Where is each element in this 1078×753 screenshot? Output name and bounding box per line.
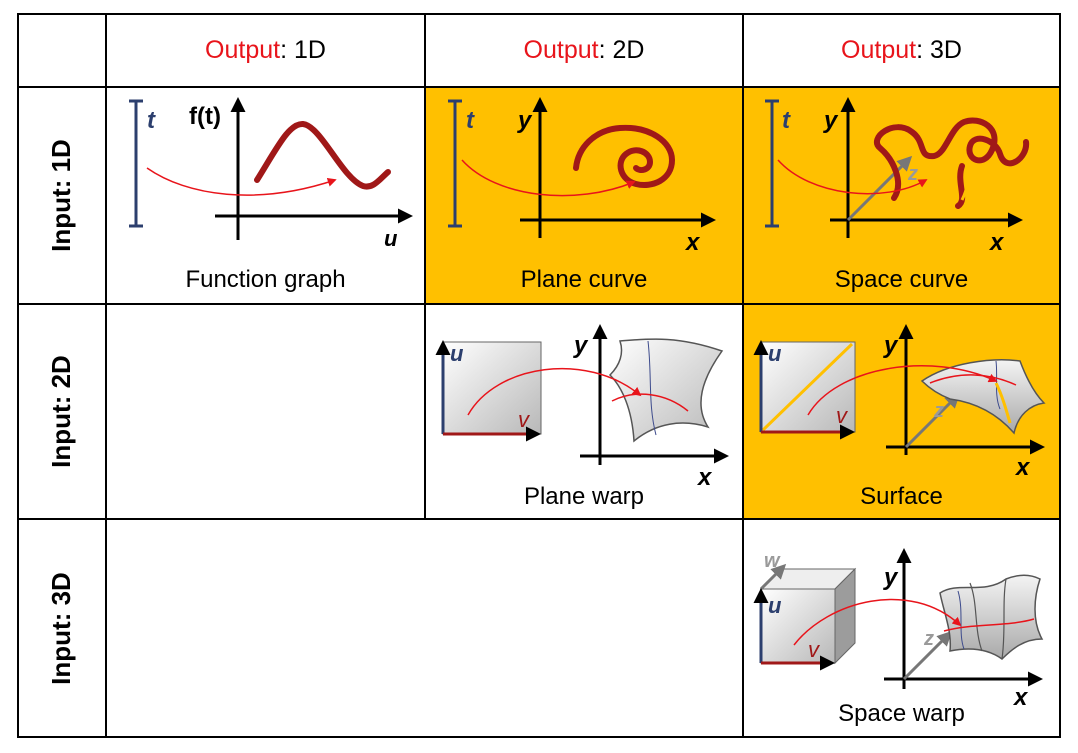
warped-grid-line xyxy=(647,340,657,436)
output-dim: : 3D xyxy=(916,35,962,64)
u-axis-label: u xyxy=(768,341,782,366)
function-graph-figure: t f(t) u xyxy=(129,97,413,251)
warped-volume-edge xyxy=(969,578,1007,660)
row-header-input-3d: Input: 3D xyxy=(18,520,104,736)
y-axis-label: y xyxy=(883,564,899,591)
row-header-input-1d: Input: 1D xyxy=(18,88,104,303)
mapping-arrow xyxy=(146,167,337,196)
w-axis-label: w xyxy=(764,550,781,572)
mapping-arrow xyxy=(807,365,998,416)
x-axis-label: x xyxy=(1014,454,1031,481)
param-diagonal xyxy=(761,342,854,432)
output-word: Output xyxy=(205,35,281,64)
surface-yellow-curve xyxy=(994,382,1012,424)
output-word: Output xyxy=(841,35,917,64)
surface-caption: Surface xyxy=(860,483,943,510)
table-border-top xyxy=(17,13,1061,15)
z-axis-label: z xyxy=(933,400,944,422)
mapping-arrow xyxy=(777,159,928,195)
column-header-output-2d: Output: 2D xyxy=(426,14,742,86)
z-axis xyxy=(904,392,961,449)
surface-curve xyxy=(929,374,1017,386)
graph-curve xyxy=(254,121,391,190)
param-label-t: t xyxy=(466,107,475,134)
surface-figure: u v y x z xyxy=(753,324,1046,481)
z-axis xyxy=(902,630,953,681)
param-label-t: t xyxy=(782,107,791,134)
row-header-label: Input: 1D xyxy=(45,139,76,252)
y-axis-label: y xyxy=(883,332,899,359)
row-header-label: Input: 3D xyxy=(45,571,76,685)
y-axis-label: y xyxy=(573,332,589,359)
col-divider-1 xyxy=(105,13,107,738)
y-axis-label: f(t) xyxy=(189,103,221,130)
row-divider-1 xyxy=(17,86,1061,88)
mapping-arrow xyxy=(467,367,642,416)
param-label-t: t xyxy=(147,107,156,134)
table-border-bottom xyxy=(17,736,1061,738)
z-axis xyxy=(846,155,913,222)
param-interval-t xyxy=(448,99,462,228)
plane-warp-caption: Plane warp xyxy=(523,483,645,510)
x-axis-label: x xyxy=(696,464,713,491)
space-warp-caption: Space warp xyxy=(838,700,965,727)
v-axis-label: v xyxy=(518,407,531,432)
space-curve-figure: t y x z xyxy=(765,97,1030,256)
space-warp-figure: w u v y x z xyxy=(753,548,1044,711)
warped-curve xyxy=(943,618,1035,632)
warped-sheet xyxy=(608,338,724,443)
function-graph-caption: Function graph xyxy=(185,266,346,293)
x-axis-label: x xyxy=(988,229,1005,256)
param-interval-t xyxy=(129,99,143,228)
v-axis-label: v xyxy=(836,403,849,428)
param-interval-t xyxy=(765,99,779,228)
mapping-arrow xyxy=(461,159,636,197)
param-cube-front xyxy=(760,588,836,664)
warped-volume xyxy=(939,574,1044,660)
z-axis-label: z xyxy=(923,628,934,650)
x-axis-label: u xyxy=(384,226,398,251)
table-border-left xyxy=(17,13,19,738)
y-axis-label: y xyxy=(823,107,839,134)
column-header-output-1d: Output: 1D xyxy=(107,14,424,86)
row-header-label: Input: 2D xyxy=(45,355,76,468)
surface-patch xyxy=(920,359,1046,435)
plane-curve-caption: Plane curve xyxy=(520,266,648,293)
output-dim: : 2D xyxy=(598,35,645,64)
plane-warp-figure: u v y x xyxy=(435,324,729,491)
row-divider-3 xyxy=(17,518,1061,520)
u-axis-label: u xyxy=(450,341,464,366)
column-header-output-3d: Output: 3D xyxy=(744,14,1059,86)
row-header-input-2d: Input: 2D xyxy=(18,305,104,518)
v-axis-label: v xyxy=(808,637,821,662)
x-axis-label: x xyxy=(1012,684,1029,711)
output-dim: : 1D xyxy=(280,35,326,64)
space-curve xyxy=(874,117,1030,209)
z-axis-label: z xyxy=(907,163,918,185)
space-curve-cell xyxy=(743,87,1060,303)
u-axis-label: u xyxy=(768,593,782,618)
spiral-curve xyxy=(573,124,676,188)
table-border-right xyxy=(1059,13,1061,738)
mapping-arrow xyxy=(793,598,962,646)
yellow-segment xyxy=(960,167,970,201)
space-curve-caption: Space curve xyxy=(834,266,969,293)
x-axis-label: x xyxy=(684,229,701,256)
w-axis xyxy=(759,563,787,591)
plane-curve-figure: t y x xyxy=(448,97,716,256)
col-divider-2 xyxy=(424,13,426,519)
output-word: Output xyxy=(523,35,599,64)
row-divider-2 xyxy=(17,303,1061,305)
warped-curve xyxy=(611,393,689,412)
col-divider-3 xyxy=(742,13,744,738)
y-axis-label: y xyxy=(517,107,533,134)
